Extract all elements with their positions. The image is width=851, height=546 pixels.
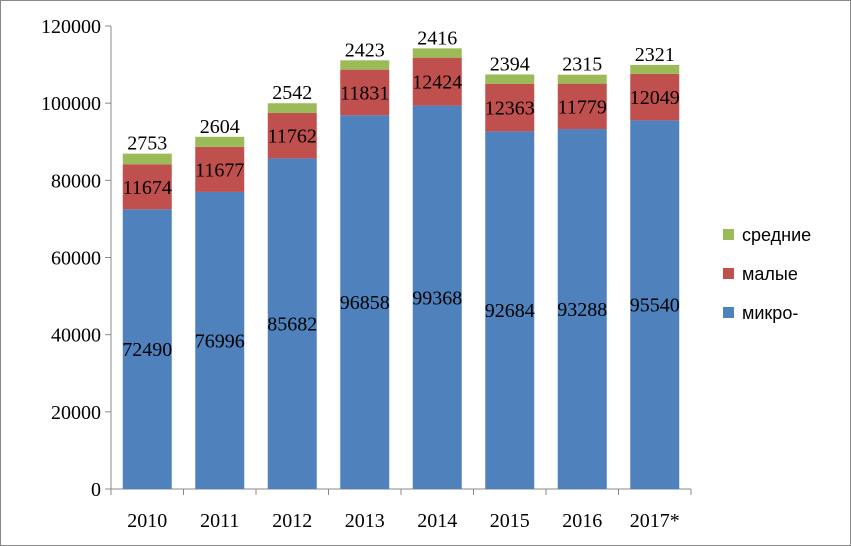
data-label: 12424 <box>412 72 462 94</box>
bar-segment-micro <box>122 209 172 489</box>
legend-label: малые <box>742 264 798 284</box>
y-tick-label: 60000 <box>51 248 101 270</box>
bar-segment-small <box>122 164 172 210</box>
x-tick-label: 2017* <box>630 510 680 532</box>
data-label: 2315 <box>562 54 602 76</box>
data-label: 2321 <box>635 44 675 66</box>
bar-segment-small <box>340 69 390 116</box>
x-tick-label: 2015 <box>490 510 530 532</box>
bar-segment-medium <box>557 74 607 84</box>
data-label: 11674 <box>123 177 172 199</box>
y-tick-label: 40000 <box>51 325 101 347</box>
data-label: 2394 <box>490 53 530 75</box>
data-label: 85682 <box>267 314 317 336</box>
bar-segment-small <box>195 146 245 192</box>
bar-segment-medium <box>195 136 245 147</box>
x-tick-label: 2016 <box>562 510 602 532</box>
data-label: 95540 <box>630 295 680 317</box>
y-tick-label: 120000 <box>41 16 101 38</box>
x-tick-label: 2013 <box>345 510 385 532</box>
legend-swatch <box>723 268 734 279</box>
legend-label: микро- <box>742 303 798 323</box>
data-label: 92684 <box>485 300 535 322</box>
bar-segment-medium <box>267 103 317 114</box>
x-tick-label: 2014 <box>417 510 457 532</box>
y-tick-label: 100000 <box>41 93 101 115</box>
legend-label: средние <box>742 225 811 245</box>
bar-segment-medium <box>412 48 462 58</box>
bar-segment-micro <box>267 158 317 489</box>
data-label: 76996 <box>195 330 245 352</box>
data-label: 96858 <box>340 292 390 314</box>
bar-segment-micro <box>340 115 390 489</box>
bar-segment-medium <box>122 153 172 165</box>
data-label: 11762 <box>268 126 317 148</box>
bar-segment-small <box>485 83 535 132</box>
x-tick-label: 2010 <box>127 510 167 532</box>
bar-segment-medium <box>340 60 390 70</box>
bar-segment-micro <box>630 120 680 490</box>
data-label: 11831 <box>340 82 389 104</box>
bar-segment-micro <box>485 131 535 489</box>
bar-segment-small <box>557 83 607 130</box>
data-label: 2604 <box>200 116 240 138</box>
data-label: 2542 <box>272 82 312 104</box>
data-label: 2753 <box>127 133 167 155</box>
y-tick-label: 20000 <box>51 402 101 424</box>
data-label: 72490 <box>122 339 172 361</box>
data-label: 2416 <box>417 27 457 49</box>
legend-swatch <box>723 307 734 318</box>
x-tick-label: 2011 <box>200 510 239 532</box>
bar-segment-medium <box>630 64 680 74</box>
data-label: 11779 <box>558 96 607 118</box>
bar-segment-medium <box>485 74 535 84</box>
legend-swatch <box>723 229 734 240</box>
bar-segment-micro <box>557 129 607 490</box>
data-label: 11677 <box>195 159 244 181</box>
data-label: 99368 <box>412 287 462 309</box>
y-tick-label: 80000 <box>51 170 101 192</box>
data-label: 93288 <box>557 299 607 321</box>
data-label: 2423 <box>345 39 385 61</box>
data-label: 12049 <box>630 87 680 109</box>
x-tick-label: 2012 <box>272 510 312 532</box>
bar-segment-micro <box>412 105 462 489</box>
bar-segment-small <box>412 57 462 106</box>
data-label: 12363 <box>485 98 535 120</box>
y-tick-label: 0 <box>91 479 101 501</box>
bar-segment-small <box>630 73 680 121</box>
bar-segment-small <box>267 113 317 159</box>
bar-segment-micro <box>195 191 245 489</box>
